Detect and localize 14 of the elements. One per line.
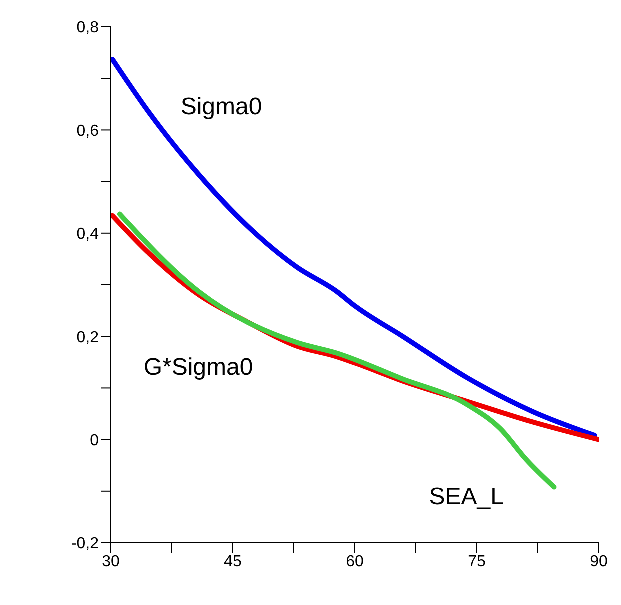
y-tick-label: 0,4 <box>76 226 100 244</box>
y-tick-label: -0,2 <box>71 536 100 553</box>
series-label: G*Sigma0 <box>144 354 254 381</box>
x-tick-label: 60 <box>346 553 364 570</box>
x-tick-label: 30 <box>102 553 120 570</box>
x-tick-label: 90 <box>590 553 608 570</box>
y-tick-label: 0,8 <box>76 20 100 37</box>
series-label: Sigma0 <box>180 94 262 121</box>
y-tick-label: 0,6 <box>76 122 100 140</box>
y-tick-label: 0,2 <box>76 329 100 346</box>
x-tick-label: 45 <box>224 553 242 570</box>
series-label: SEA_L <box>429 483 504 510</box>
x-tick-label: 75 <box>468 553 486 570</box>
y-tick-label: 0 <box>90 432 100 450</box>
